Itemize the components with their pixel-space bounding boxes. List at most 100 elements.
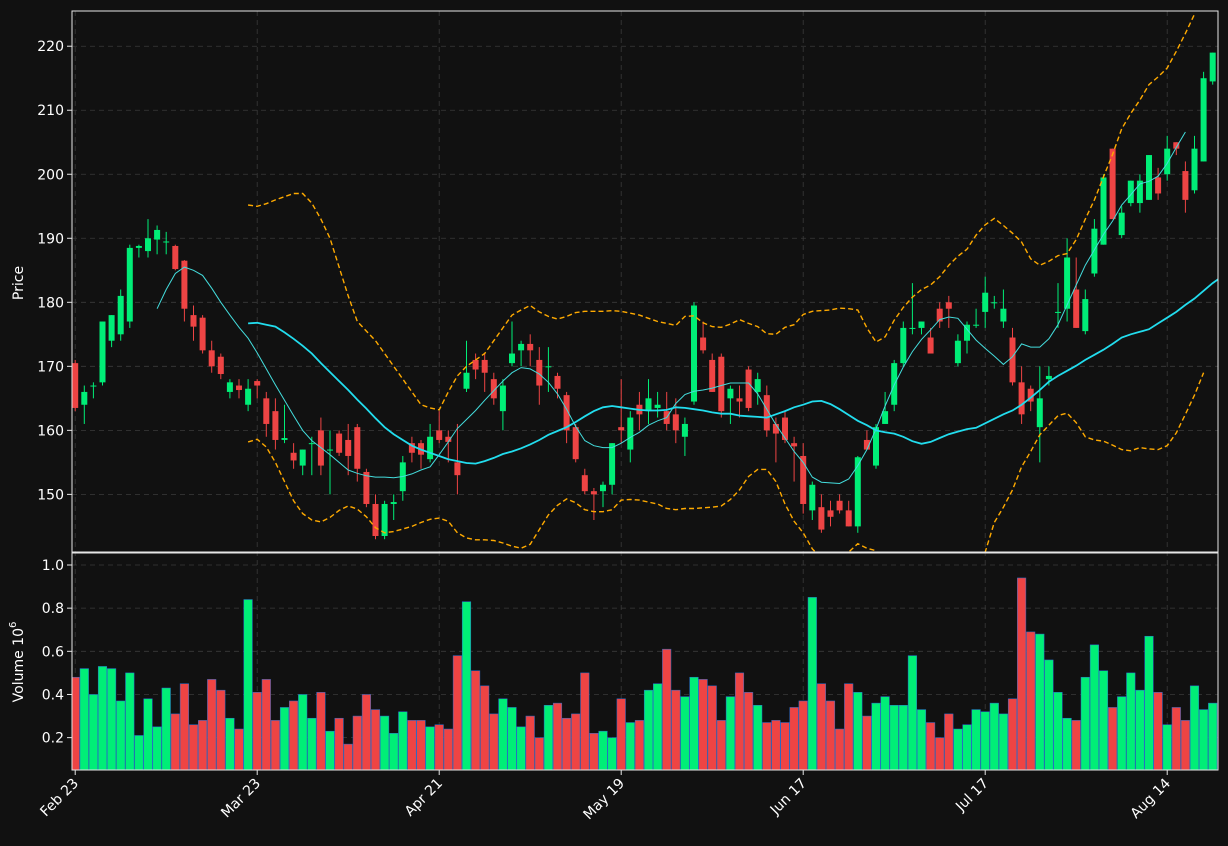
volume-bar (562, 717, 572, 770)
volume-bar (261, 679, 271, 770)
candle-body (454, 462, 461, 476)
volume-bar (853, 692, 863, 770)
candle-body (563, 395, 570, 431)
candle-body (545, 366, 552, 368)
volume-bar (944, 713, 954, 770)
volume-bar (471, 670, 481, 770)
volume-bar (443, 728, 453, 770)
volume-bar (252, 692, 262, 770)
candle-body (308, 443, 315, 445)
volume-tick-label: 1.0 (42, 558, 64, 574)
volume-bar (1180, 720, 1190, 770)
price-tick-label: 170 (37, 359, 64, 375)
candle-body (681, 423, 688, 437)
volume-bar (798, 700, 808, 770)
volume-bar (898, 705, 908, 770)
volume-bar (698, 679, 708, 770)
candle-body (572, 427, 579, 460)
volume-bar (771, 720, 781, 770)
candle-body (518, 343, 525, 351)
candle-body (600, 484, 606, 492)
candle-body (718, 356, 725, 412)
candle-body (208, 350, 215, 367)
candle-body (445, 436, 452, 442)
price-tick-label: 180 (37, 295, 64, 311)
candle-body (782, 417, 788, 440)
candle-body (581, 475, 588, 492)
volume-bar (234, 728, 244, 770)
volume-bar (225, 717, 235, 770)
candle-body (1064, 257, 1071, 309)
candle-body (854, 457, 861, 527)
candle-body (472, 359, 479, 370)
volume-bar (207, 679, 217, 770)
volume-bar (79, 668, 89, 770)
volume-bar (152, 726, 162, 770)
candle-body (226, 382, 233, 392)
candle-body (154, 229, 161, 240)
candle-body (800, 455, 807, 504)
candle-body (754, 379, 761, 392)
candle-body (700, 337, 707, 351)
candle-body (973, 324, 980, 326)
volume-bar (334, 717, 344, 770)
candle-body (991, 302, 998, 304)
candle-body (336, 433, 343, 453)
candle-body (81, 391, 88, 405)
volume-bar (1153, 692, 1163, 770)
volume-bar (971, 709, 981, 770)
candle-body (1209, 52, 1216, 82)
volume-bar (361, 694, 371, 770)
candle-body (354, 427, 361, 469)
price-tick-label: 160 (37, 423, 64, 439)
candle-body (117, 295, 124, 335)
candle-body (1155, 177, 1162, 194)
candle-body (1100, 177, 1107, 245)
volume-bar (762, 722, 772, 770)
volume-bar (716, 720, 726, 770)
volume-bar (1135, 689, 1145, 770)
volume-bar (179, 683, 189, 770)
candle-body (1109, 148, 1116, 220)
volume-bar (307, 717, 317, 770)
volume-bar (143, 698, 153, 770)
volume-bar (589, 733, 599, 770)
volume-bar (161, 687, 171, 770)
lower-band-line (247, 372, 1205, 552)
volume-bar (525, 715, 535, 770)
volume-bar (370, 709, 381, 770)
candle-body (772, 423, 779, 434)
candle-body (836, 500, 843, 511)
price-tick-label: 210 (37, 103, 64, 119)
volume-bar (689, 676, 699, 770)
volume-bar (125, 672, 135, 770)
volume-bar (653, 683, 663, 770)
candle-body (691, 305, 697, 402)
candle-body (736, 398, 743, 402)
volume-bar (744, 692, 754, 770)
candle-body (1045, 375, 1052, 380)
volume-bar (1035, 633, 1045, 770)
volume-bar (534, 737, 544, 770)
candle-body (390, 502, 397, 504)
candle-body (945, 302, 952, 309)
candle-body (609, 443, 616, 485)
volume-bar (889, 705, 899, 770)
volume-axis-label: Volume 106 (8, 622, 27, 703)
candle-body (372, 503, 379, 536)
candle-body (436, 430, 443, 440)
volume-bar (980, 711, 990, 770)
volume-bar (480, 685, 490, 770)
volume-bar (1053, 692, 1063, 770)
volume-bar (461, 601, 472, 770)
volume-bar (216, 689, 226, 770)
candle-body (809, 484, 816, 511)
volume-bar (598, 730, 608, 770)
candle-body (909, 327, 916, 329)
candle-body (1027, 388, 1034, 402)
candle-body (90, 385, 97, 387)
volume-bar (434, 724, 444, 770)
candle-body (145, 238, 151, 252)
candle-body (509, 353, 515, 364)
